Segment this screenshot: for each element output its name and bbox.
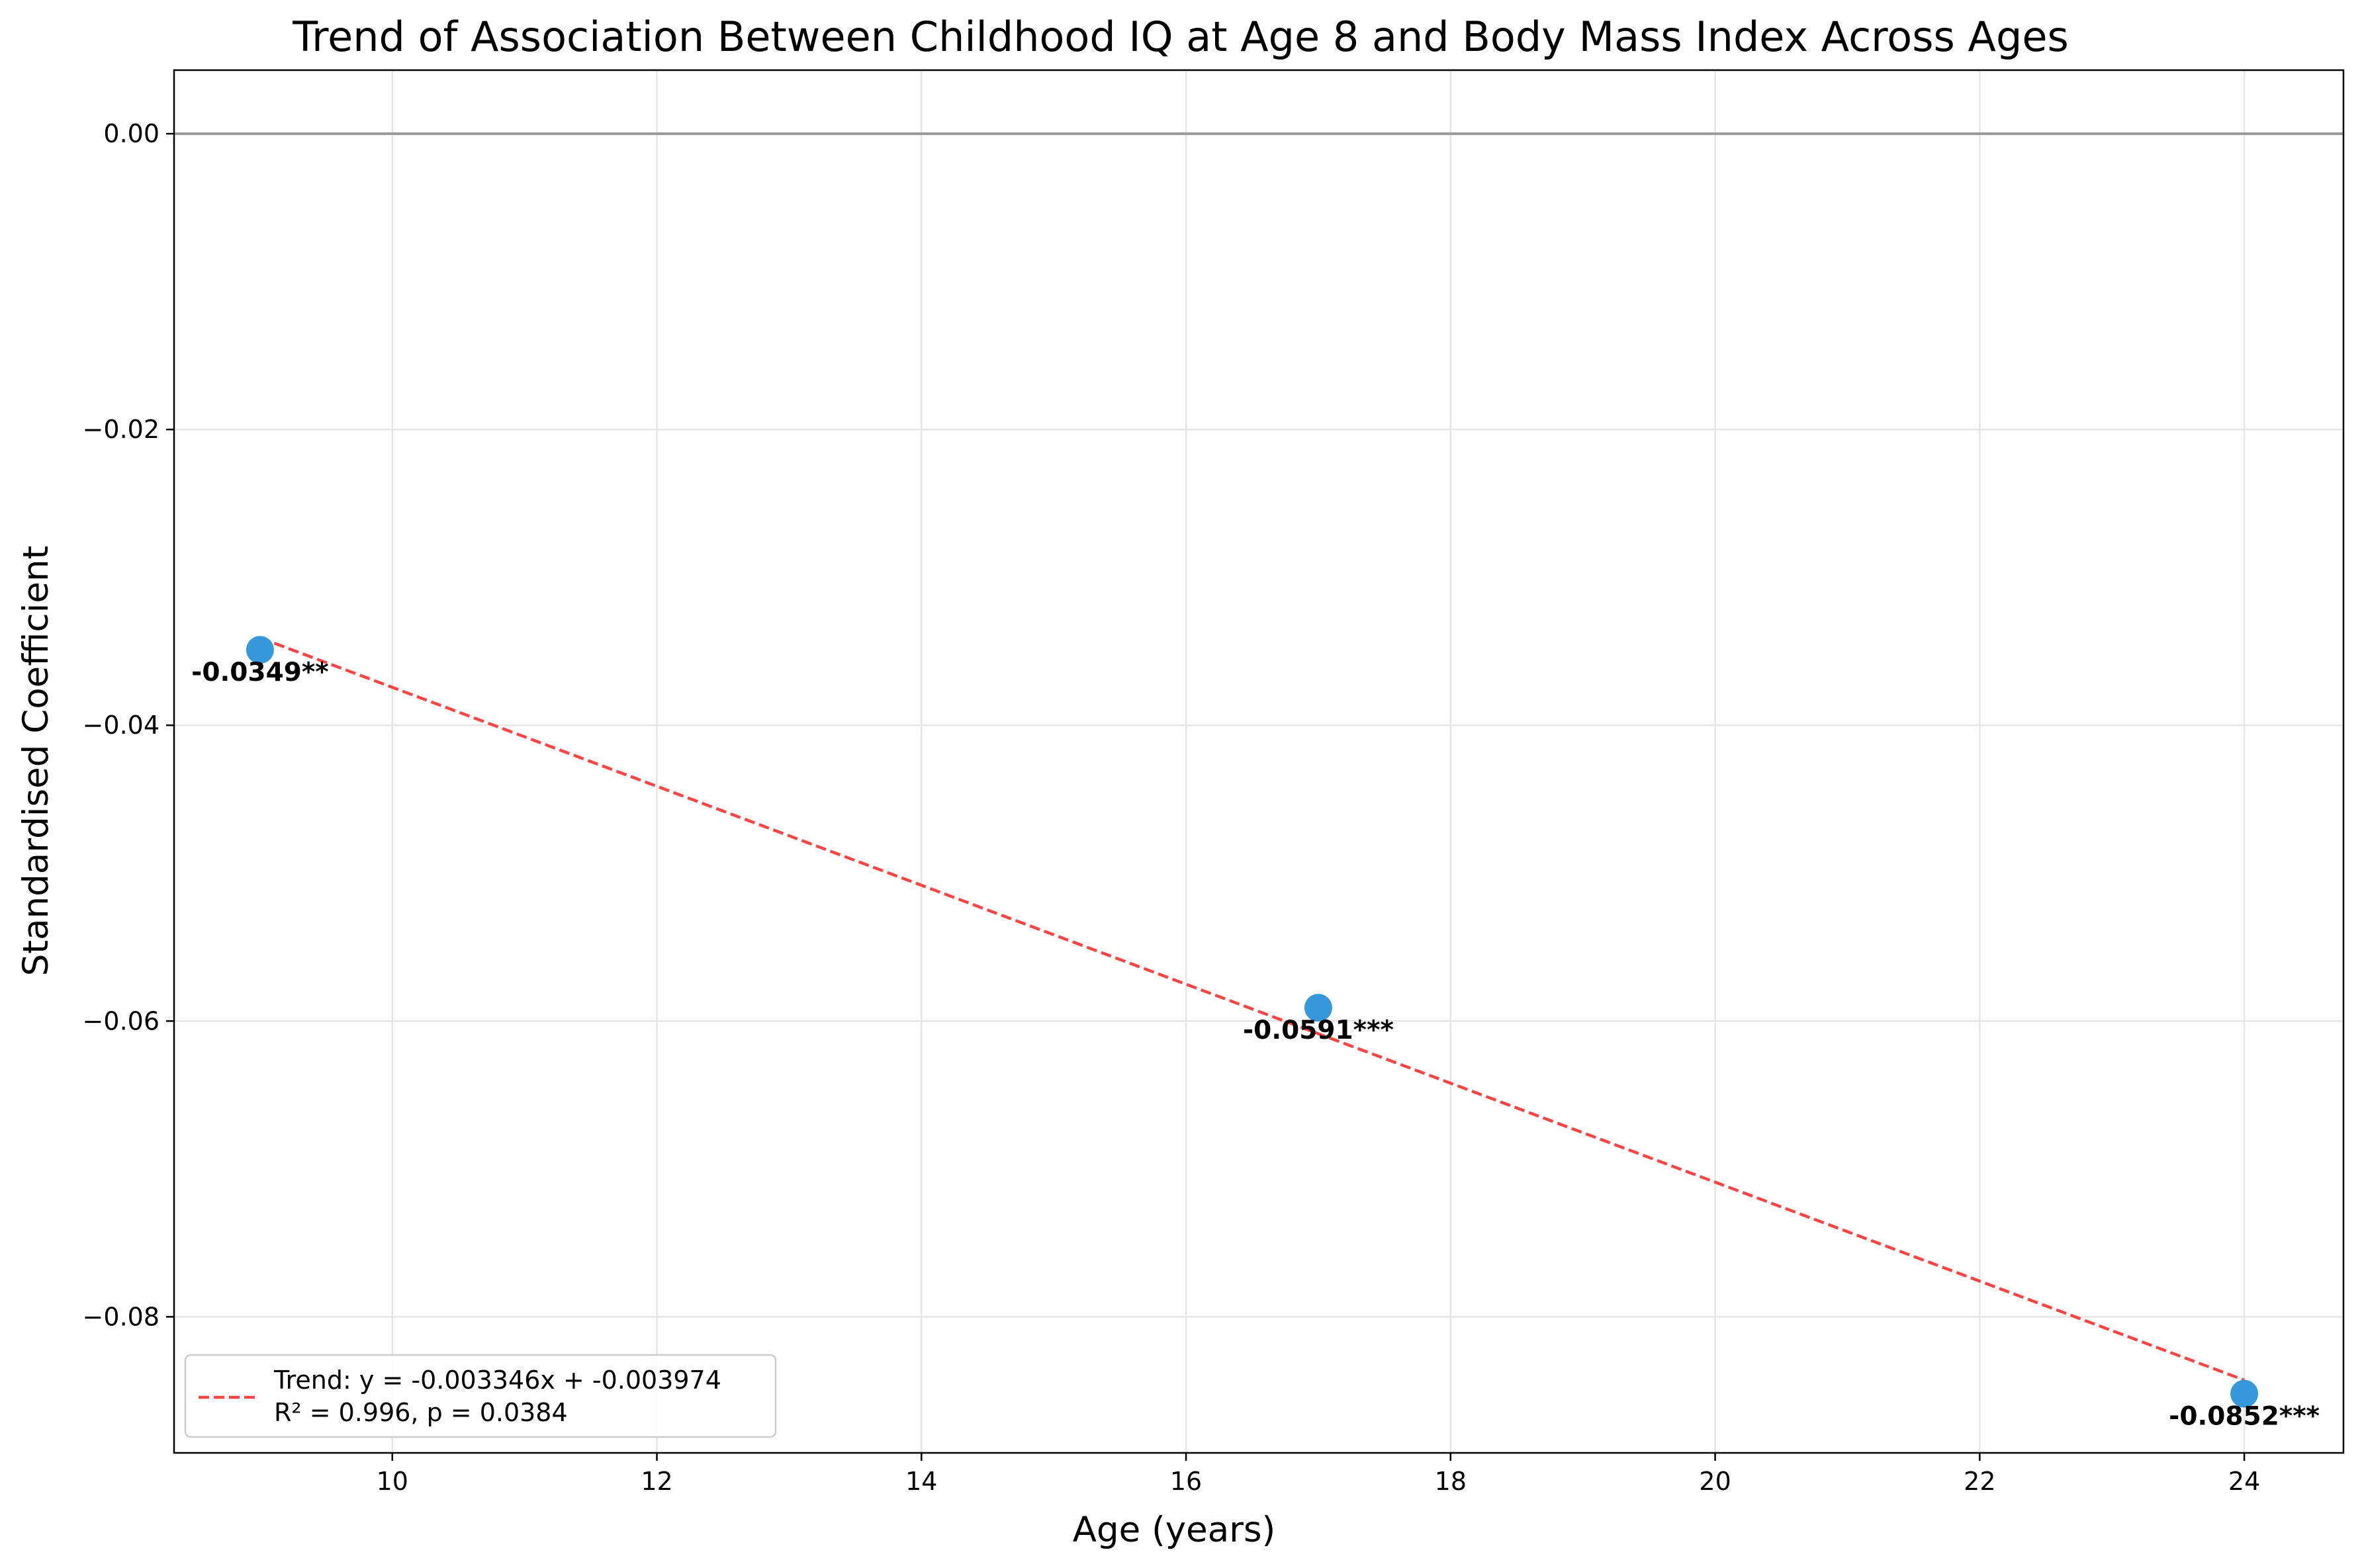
x-tick-label: 22 (1964, 1467, 1995, 1496)
x-tick-label: 24 (2228, 1467, 2260, 1496)
legend: Trend: y = -0.003346x + -0.003974 R² = 0… (184, 1354, 777, 1438)
trend-line (259, 636, 2245, 1382)
legend-box (184, 1354, 777, 1438)
data-points (246, 636, 2259, 1408)
chart-title: Trend of Association Between Childhood I… (292, 13, 2069, 61)
point-label-2: -0.0591*** (1243, 1016, 1394, 1045)
data-point-3 (2230, 1379, 2259, 1408)
x-tick-label: 20 (1699, 1467, 1731, 1496)
x-axis-label: Age (years) (1073, 1510, 1276, 1550)
legend-trend-stats: R² = 0.996, p = 0.0384 (274, 1398, 568, 1427)
x-axis-ticks: 10 12 14 16 18 20 22 24 (377, 1453, 2260, 1496)
x-tick-label: 12 (641, 1467, 672, 1496)
x-tick-label: 10 (377, 1467, 408, 1496)
data-point-1 (246, 636, 274, 664)
y-tick-label: −0.06 (83, 1006, 159, 1035)
legend-trend-equation: Trend: y = -0.003346x + -0.003974 (273, 1366, 721, 1395)
y-axis-ticks: 0.00 −0.02 −0.04 −0.06 −0.08 (83, 119, 174, 1331)
x-tick-label: 14 (905, 1467, 937, 1496)
data-point-2 (1304, 994, 1332, 1022)
x-tick-label: 18 (1435, 1467, 1467, 1496)
x-tick-label: 16 (1170, 1467, 1202, 1496)
y-tick-label: −0.08 (83, 1302, 159, 1331)
plot-frame (173, 69, 2345, 1454)
point-label-3: -0.0852*** (2169, 1402, 2320, 1432)
point-label-1: -0.0349** (191, 658, 328, 687)
y-tick-label: −0.04 (83, 711, 159, 740)
point-annotations: -0.0349** -0.0591*** -0.0852*** (191, 658, 2320, 1431)
y-axis-label: Standardised Coefficient (16, 546, 56, 977)
y-tick-label: 0.00 (103, 119, 159, 148)
y-tick-label: −0.02 (83, 415, 159, 444)
